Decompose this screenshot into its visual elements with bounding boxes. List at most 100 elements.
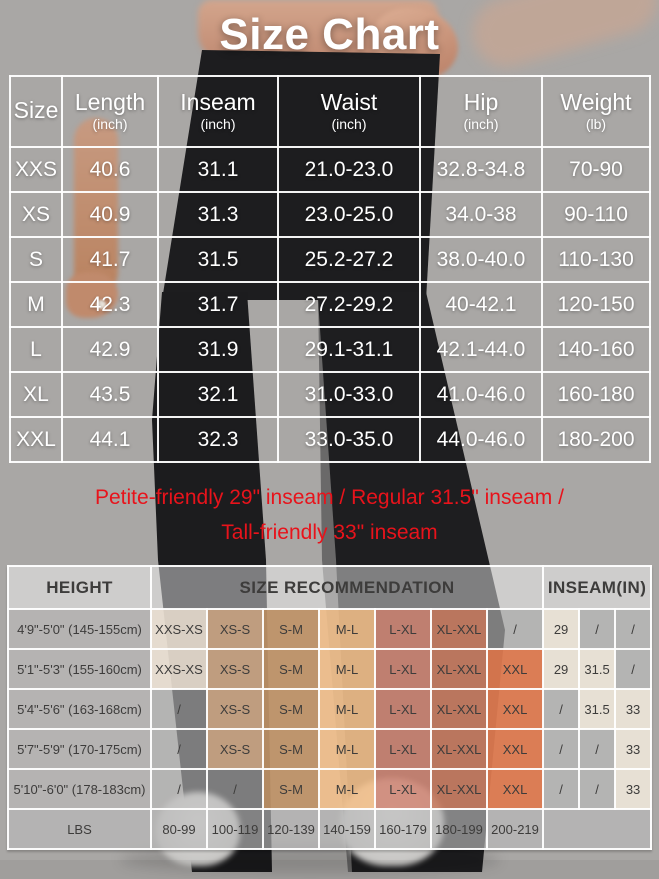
cell-size: XL (9, 371, 63, 418)
cell-inseam-option: / (578, 608, 617, 650)
cell-hip: 40-42.1 (419, 281, 543, 328)
cell-size: XXS (9, 146, 63, 193)
column-header-size: Size (9, 75, 63, 148)
cell-inseam-option: / (614, 608, 653, 650)
cell-size: M (9, 281, 63, 328)
recommendation-row: 5'7"-5'9" (170-175cm) / XS-S S-M M-L L-X… (7, 728, 653, 770)
cell-inseam-option: / (542, 688, 581, 730)
cell-hip: 41.0-46.0 (419, 371, 543, 418)
cell-lbs-range: 200-219 (485, 808, 545, 850)
column-header-waist: Waist (inch) (277, 75, 421, 148)
cell-height-range: 5'1"-5'3" (155-160cm) (7, 648, 152, 690)
cell-size-rec: L-XL (374, 768, 432, 810)
cell-inseam: 31.1 (157, 146, 279, 193)
cell-size-rec: XL-XXL (430, 608, 488, 650)
cell-size-rec: XL-XXL (430, 768, 488, 810)
cell-waist: 21.0-23.0 (277, 146, 421, 193)
cell-inseam-option: 33 (614, 768, 653, 810)
cell-hip: 44.0-46.0 (419, 416, 543, 463)
cell-size-rec: S-M (262, 768, 320, 810)
cell-inseam-option: 29 (542, 648, 581, 690)
cell-inseam-option: 33 (614, 728, 653, 770)
cell-length: 42.3 (61, 281, 159, 328)
size-row-xl: XL 43.5 32.1 31.0-33.0 41.0-46.0 160-180 (9, 371, 651, 418)
cell-length: 42.9 (61, 326, 159, 373)
lbs-row: LBS 80-99 100-119 120-139 140-159 160-17… (7, 808, 653, 850)
cell-size-rec: S-M (262, 608, 320, 650)
cell-size-rec: L-XL (374, 728, 432, 770)
cell-waist: 33.0-35.0 (277, 416, 421, 463)
cell-length: 43.5 (61, 371, 159, 418)
cell-weight: 70-90 (541, 146, 651, 193)
cell-size-rec: XS-S (206, 728, 264, 770)
header-inseam-in: INSEAM(IN) (542, 565, 653, 610)
cell-size-rec: XS-S (206, 608, 264, 650)
cell-inseam-option: 33 (614, 688, 653, 730)
column-unit: (inch) (200, 115, 236, 132)
cell-waist: 25.2-27.2 (277, 236, 421, 283)
cell-size-rec: M-L (318, 648, 376, 690)
cell-lbs-range: 120-139 (262, 808, 320, 850)
cell-size-rec: XXS-XS (150, 608, 208, 650)
cell-waist: 29.1-31.1 (277, 326, 421, 373)
inseam-note-line1: Petite-friendly 29" inseam / Regular 31.… (95, 486, 564, 509)
size-measurements-table: Size Length (inch) Inseam (inch) Waist (inc… (9, 75, 651, 463)
size-row-xs: XS 40.9 31.3 23.0-25.0 34.0-38 90-110 (9, 191, 651, 238)
column-label: Hip (463, 89, 499, 116)
cell-size-rec: L-XL (374, 608, 432, 650)
cell-size-rec: XL-XXL (430, 648, 488, 690)
cell-inseam: 31.7 (157, 281, 279, 328)
cell-size: L (9, 326, 63, 373)
cell-weight: 110-130 (541, 236, 651, 283)
size-row-m: M 42.3 31.7 27.2-29.2 40-42.1 120-150 (9, 281, 651, 328)
cell-weight: 160-180 (541, 371, 651, 418)
column-unit (11, 123, 61, 125)
cell-size-rec: XXL (485, 648, 545, 690)
cell-weight: 120-150 (541, 281, 651, 328)
cell-weight: 90-110 (541, 191, 651, 238)
cell-hip: 32.8-34.8 (419, 146, 543, 193)
size-row-xxl: XXL 44.1 32.3 33.0-35.0 44.0-46.0 180-200 (9, 416, 651, 463)
cell-waist: 31.0-33.0 (277, 371, 421, 418)
cell-size-rec: / (150, 728, 208, 770)
cell-length: 44.1 (61, 416, 159, 463)
column-header-weight: Weight (lb) (541, 75, 651, 148)
cell-size-rec: / (485, 608, 545, 650)
cell-size-rec: M-L (318, 728, 376, 770)
cell-height-range: 5'4"-5'6" (163-168cm) (7, 688, 152, 730)
cell-size-rec: XL-XXL (430, 728, 488, 770)
cell-waist: 27.2-29.2 (277, 281, 421, 328)
cell-inseam-option: 31.5 (578, 688, 617, 730)
cell-lbs-range: 140-159 (318, 808, 376, 850)
column-label: Weight (560, 89, 632, 116)
column-unit: (inch) (463, 115, 499, 132)
cell-size-rec: / (206, 768, 264, 810)
cell-size-rec: / (150, 688, 208, 730)
cell-length: 40.6 (61, 146, 159, 193)
cell-size-rec: XXL (485, 728, 545, 770)
cell-inseam-option: 31.5 (578, 648, 617, 690)
cell-size-rec: S-M (262, 688, 320, 730)
header-height: HEIGHT (7, 565, 152, 610)
column-header-hip: Hip (inch) (419, 75, 543, 148)
cell-height-range: 4'9"-5'0" (145-155cm) (7, 608, 152, 650)
cell-weight: 140-160 (541, 326, 651, 373)
cell-inseam: 31.9 (157, 326, 279, 373)
column-label: Length (74, 89, 146, 116)
size-row-l: L 42.9 31.9 29.1-31.1 42.1-44.0 140-160 (9, 326, 651, 373)
floor (0, 860, 659, 879)
inseam-note-line2: Tall-friendly 33" inseam (221, 521, 438, 544)
cell-height-range: 5'7"-5'9" (170-175cm) (7, 728, 152, 770)
cell-size-rec: XXS-XS (150, 648, 208, 690)
size-row-xxs: XXS 40.6 31.1 21.0-23.0 32.8-34.8 70-90 (9, 146, 651, 193)
cell-size: XXL (9, 416, 63, 463)
cell-size-rec: L-XL (374, 688, 432, 730)
cell-size: XS (9, 191, 63, 238)
column-unit: (lb) (585, 115, 607, 132)
cell-size: S (9, 236, 63, 283)
cell-inseam-option: 29 (542, 608, 581, 650)
recommendation-header-row: HEIGHT SIZE RECOMMENDATION INSEAM(IN) (7, 565, 653, 610)
lbs-empty-cell (542, 808, 653, 850)
cell-lbs-range: 80-99 (150, 808, 208, 850)
recommendation-row: 5'1"-5'3" (155-160cm) XXS-XS XS-S S-M M-… (7, 648, 653, 690)
